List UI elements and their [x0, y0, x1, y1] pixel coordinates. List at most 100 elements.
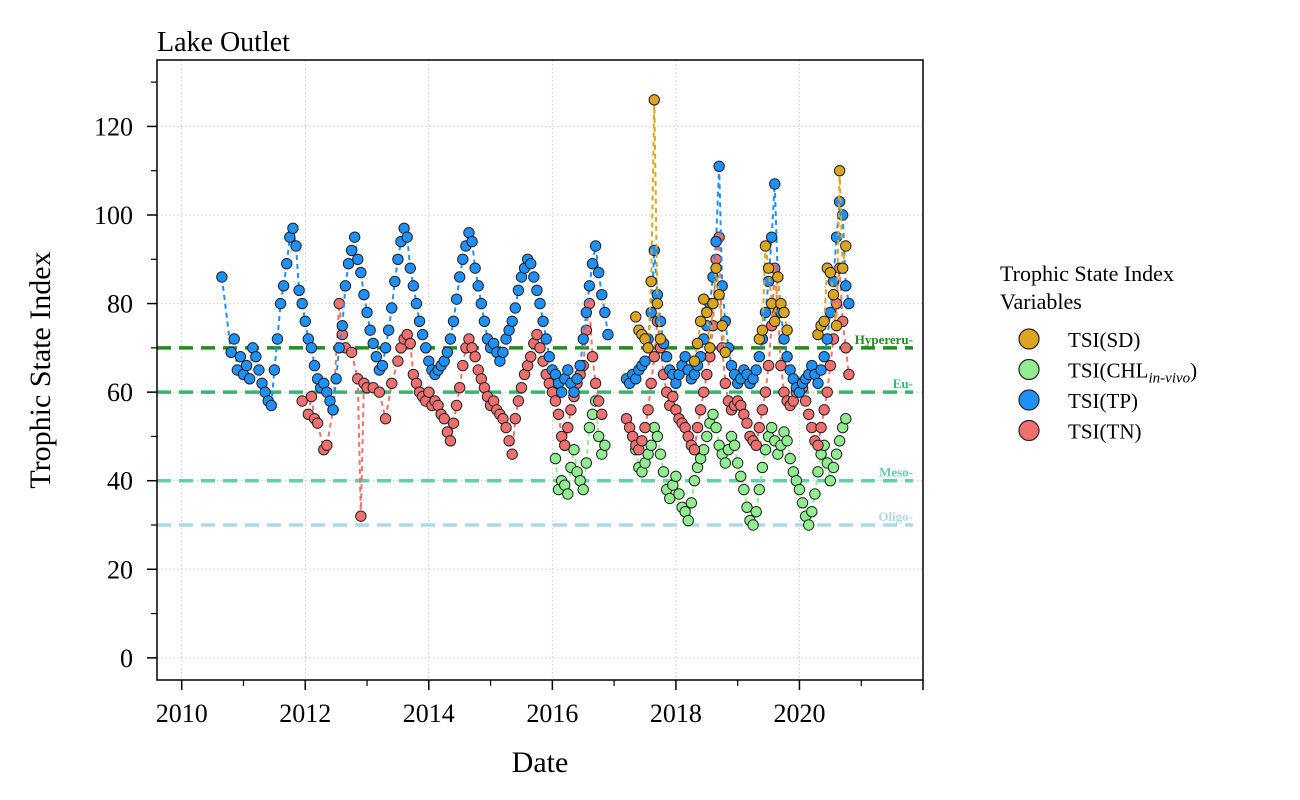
data-point — [253, 364, 265, 376]
data-point — [781, 435, 793, 447]
data-point — [645, 275, 657, 288]
data-point — [345, 244, 358, 257]
plot-frame — [156, 59, 924, 681]
threshold-label: Eu- — [893, 376, 913, 391]
data-point — [265, 399, 277, 412]
data-point — [376, 359, 389, 372]
data-point — [392, 355, 404, 367]
series-connector — [656, 303, 662, 340]
data-point — [775, 359, 787, 372]
data-point — [568, 386, 580, 398]
data-point — [765, 421, 778, 434]
legend-marker — [1018, 389, 1040, 411]
series-connector — [511, 418, 517, 455]
data-point — [565, 404, 577, 416]
data-point — [342, 258, 355, 270]
series-connector — [270, 369, 276, 406]
data-point — [577, 333, 589, 345]
series-connector — [650, 99, 656, 282]
data-point — [277, 280, 290, 292]
data-point — [580, 457, 593, 469]
legend-label-main: TSI(CHL — [1068, 359, 1149, 383]
data-point — [299, 315, 311, 327]
data-point — [515, 382, 528, 394]
data-point — [348, 231, 361, 243]
data-point — [410, 297, 423, 310]
data-point — [701, 430, 713, 443]
series-connector — [838, 268, 844, 322]
data-point — [698, 293, 710, 305]
data-point — [543, 351, 555, 363]
data-point — [352, 253, 364, 265]
data-point — [592, 395, 605, 407]
data-point — [453, 382, 466, 394]
data-point — [441, 346, 454, 358]
data-point — [654, 333, 667, 345]
y-tick-label: 80 — [107, 290, 133, 319]
data-point — [234, 351, 247, 363]
data-point — [719, 377, 732, 389]
series-connector — [835, 170, 841, 326]
data-point — [386, 302, 398, 314]
data-point — [824, 306, 837, 319]
series-connector — [832, 237, 838, 282]
data-point — [833, 165, 846, 177]
data-point — [840, 342, 852, 354]
data-point — [333, 342, 345, 354]
data-point — [370, 351, 382, 363]
data-point — [444, 333, 457, 345]
data-point — [815, 364, 827, 376]
data-point — [688, 355, 701, 367]
series-tsichl — [549, 395, 852, 531]
series-connector — [384, 383, 393, 419]
data-point — [759, 444, 772, 456]
data-point — [240, 359, 253, 372]
series-connector — [325, 409, 335, 446]
data-point — [685, 497, 698, 509]
data-point — [735, 470, 747, 482]
data-point — [824, 359, 837, 372]
data-point — [478, 315, 491, 327]
data-point — [330, 373, 342, 385]
data-point — [555, 386, 568, 398]
grid-lines — [157, 60, 923, 680]
data-point — [469, 351, 481, 363]
data-point — [799, 395, 812, 407]
series-connector — [276, 303, 282, 340]
data-point — [812, 377, 824, 389]
data-point — [741, 501, 753, 513]
data-point — [500, 421, 512, 434]
data-point — [355, 266, 367, 279]
data-point — [308, 359, 321, 372]
data-point — [559, 439, 571, 451]
data-point — [287, 222, 299, 234]
data-point — [534, 342, 546, 354]
data-point — [364, 324, 376, 336]
data-point — [404, 262, 416, 274]
data-point — [707, 297, 719, 310]
data-point — [216, 271, 228, 283]
data-point — [339, 280, 352, 292]
data-point — [750, 506, 762, 518]
data-point — [577, 483, 589, 496]
data-point — [358, 289, 370, 301]
data-point — [602, 328, 614, 341]
data-point — [756, 404, 769, 416]
data-point — [562, 364, 574, 376]
data-point — [688, 475, 701, 487]
legend-items: TSI(SD)TSI(CHLin-vivo)TSI(TP)TSI(TN) — [1018, 328, 1197, 444]
x-tick-label: 2018 — [650, 699, 702, 728]
data-point — [648, 351, 660, 363]
data-point — [599, 439, 611, 451]
data-point — [670, 470, 682, 482]
series-connector — [718, 166, 724, 286]
legend-label-main: TSI(TN) — [1068, 420, 1141, 444]
x-tick-label: 2012 — [279, 699, 331, 728]
data-point — [444, 435, 457, 447]
data-point — [664, 492, 676, 505]
data-point — [762, 262, 775, 274]
series-connector — [294, 245, 301, 291]
x-tick-label: 2010 — [156, 699, 208, 728]
data-point — [549, 395, 562, 407]
series-connector — [341, 285, 347, 326]
